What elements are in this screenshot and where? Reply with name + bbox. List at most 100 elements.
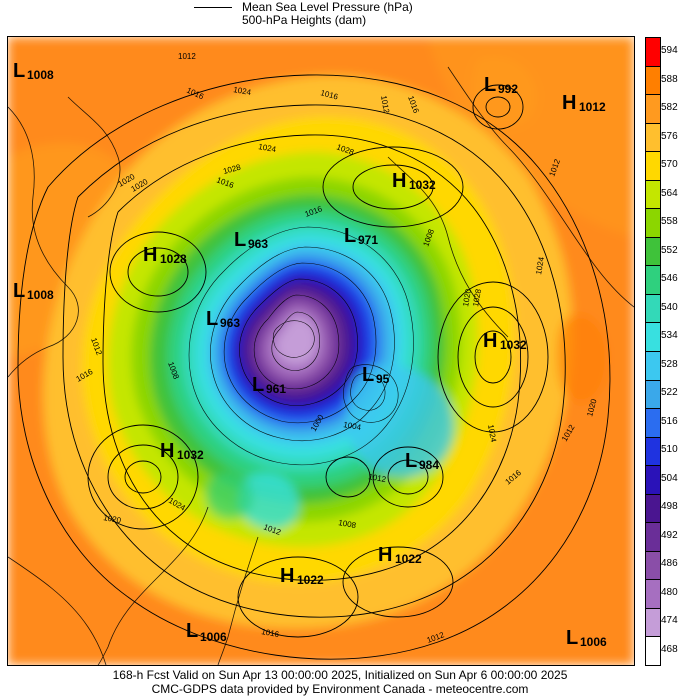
colorbar-swatch (646, 466, 660, 495)
colorbar-level-label: 522 (661, 387, 678, 399)
svg-text:H: H (378, 544, 392, 566)
isobar-label: 1024 (486, 424, 498, 444)
colorbar-level-label: 570 (661, 159, 678, 171)
colorbar-swatch (646, 409, 660, 438)
colorbar-swatch (646, 437, 660, 467)
height-legend-label: 500-hPa Heights (dam) (242, 13, 367, 27)
svg-text:H: H (392, 170, 406, 192)
svg-text:L: L (362, 364, 374, 386)
svg-text:L: L (566, 627, 578, 649)
isobar-label: 1004 (343, 420, 363, 432)
svg-text:H: H (143, 244, 157, 266)
colorbar-level-label: 498 (661, 501, 678, 513)
height-fill (8, 37, 634, 665)
colorbar-swatch (646, 152, 660, 181)
svg-text:1006: 1006 (200, 630, 227, 644)
data-credit-line: CMC-GDPS data provided by Environment Ca… (151, 682, 529, 696)
svg-text:L: L (405, 450, 417, 472)
high-pressure-marker: H 1022 (280, 565, 324, 587)
high-pressure-marker: H 1032 (483, 330, 527, 352)
colorbar-swatch (646, 38, 660, 67)
svg-text:H: H (160, 440, 174, 462)
svg-text:L: L (252, 374, 264, 396)
height-legend-spacer (194, 20, 232, 21)
colorbar-level-label: 528 (661, 358, 678, 370)
svg-text:992: 992 (498, 82, 518, 96)
forecast-valid-line: 168-h Fcst Valid on Sun Apr 13 00:00:00 … (112, 668, 568, 682)
height-legend-entry: 500-hPa Heights (dam) (194, 13, 366, 27)
coastlines (8, 66, 634, 665)
low-pressure-marker: L 963 (234, 229, 268, 251)
isobar-label: 1024 (233, 85, 253, 97)
colorbar-swatch (646, 523, 660, 552)
colorbar-level-label: 486 (661, 558, 678, 570)
svg-text:1008: 1008 (27, 68, 54, 82)
colorbar-level-label: 534 (661, 330, 678, 342)
colorbar-level-label: 540 (661, 301, 678, 313)
isobar-label: 1008 (338, 518, 358, 530)
colorbar-swatch (646, 380, 660, 410)
colorbar-level-label: 582 (661, 102, 678, 114)
high-pressure-marker: H 1012 (562, 92, 606, 114)
low-pressure-marker: L 963 (206, 308, 240, 330)
isobar-label: 1024 (534, 256, 546, 276)
svg-text:H: H (280, 565, 294, 587)
high-pressure-marker: H 1028 (143, 244, 187, 266)
colorbar-swatch (646, 237, 660, 267)
svg-text:1008: 1008 (27, 288, 54, 302)
svg-text:L: L (13, 60, 25, 82)
colorbar-level-label: 474 (661, 615, 678, 627)
svg-text:L: L (234, 229, 246, 251)
colorbar-level-label: 546 (661, 273, 678, 285)
svg-text:984: 984 (419, 458, 439, 472)
height-colorbar (645, 37, 661, 666)
low-pressure-marker: L 1008 (13, 280, 54, 302)
low-pressure-marker: L 984 (405, 450, 439, 472)
colorbar-level-label: 492 (661, 529, 678, 541)
mslp-line-swatch (194, 6, 232, 8)
colorbar-level-label: 510 (661, 444, 678, 456)
svg-text:1022: 1022 (297, 573, 324, 587)
isobar-label: 1020 (103, 513, 123, 525)
weather-map: 1012 1016 1020 1024 1028 1016 1024 1016 … (7, 36, 635, 666)
isobar-label: 1024 (258, 142, 278, 154)
colorbar-level-label: 516 (661, 415, 678, 427)
svg-text:1032: 1032 (409, 178, 436, 192)
colorbar-swatch (646, 123, 660, 153)
isobar-label: 1028 (471, 288, 483, 308)
colorbar-swatch (646, 608, 660, 638)
colorbar-swatch (646, 494, 660, 524)
svg-text:L: L (484, 74, 496, 96)
svg-text:L: L (344, 225, 356, 247)
colorbar-swatch (646, 180, 660, 210)
low-pressure-marker: L 1006 (186, 620, 227, 644)
svg-text:963: 963 (220, 316, 240, 330)
isobar-label: 1012 (368, 472, 388, 484)
map-canvas: 1012 1016 1020 1024 1028 1016 1024 1016 … (8, 37, 634, 665)
svg-text:963: 963 (248, 237, 268, 251)
svg-text:1032: 1032 (500, 338, 527, 352)
map-legend: Mean Sea Level Pressure (hPa) 500-hPa He… (0, 0, 680, 36)
svg-text:L: L (186, 620, 198, 642)
low-pressure-marker: L 961 (252, 374, 286, 396)
svg-text:1028: 1028 (160, 252, 187, 266)
colorbar-swatch (646, 266, 660, 295)
low-pressure-marker: L 1008 (13, 60, 54, 82)
isobars (17, 74, 611, 660)
colorbar-level-label: 558 (661, 216, 678, 228)
height-contours (188, 226, 414, 465)
svg-text:L: L (13, 280, 25, 302)
svg-text:1032: 1032 (177, 448, 204, 462)
colorbar-level-label: 588 (661, 73, 678, 85)
low-pressure-marker: L 992 (484, 74, 518, 96)
svg-text:1022: 1022 (395, 552, 422, 566)
colorbar-labels: 594 588 582 576 570 564 558 552 546 540 534 528 522 5… (661, 37, 680, 664)
low-pressure-marker: L 1006 (566, 627, 607, 649)
colorbar-level-label: 576 (661, 130, 678, 142)
colorbar-level-label: 552 (661, 244, 678, 256)
colorbar-level-label: 468 (661, 643, 678, 655)
colorbar-swatch (646, 551, 660, 581)
high-pressure-marker: H 1032 (160, 440, 204, 462)
svg-text:H: H (483, 330, 497, 352)
colorbar-swatch (646, 66, 660, 96)
